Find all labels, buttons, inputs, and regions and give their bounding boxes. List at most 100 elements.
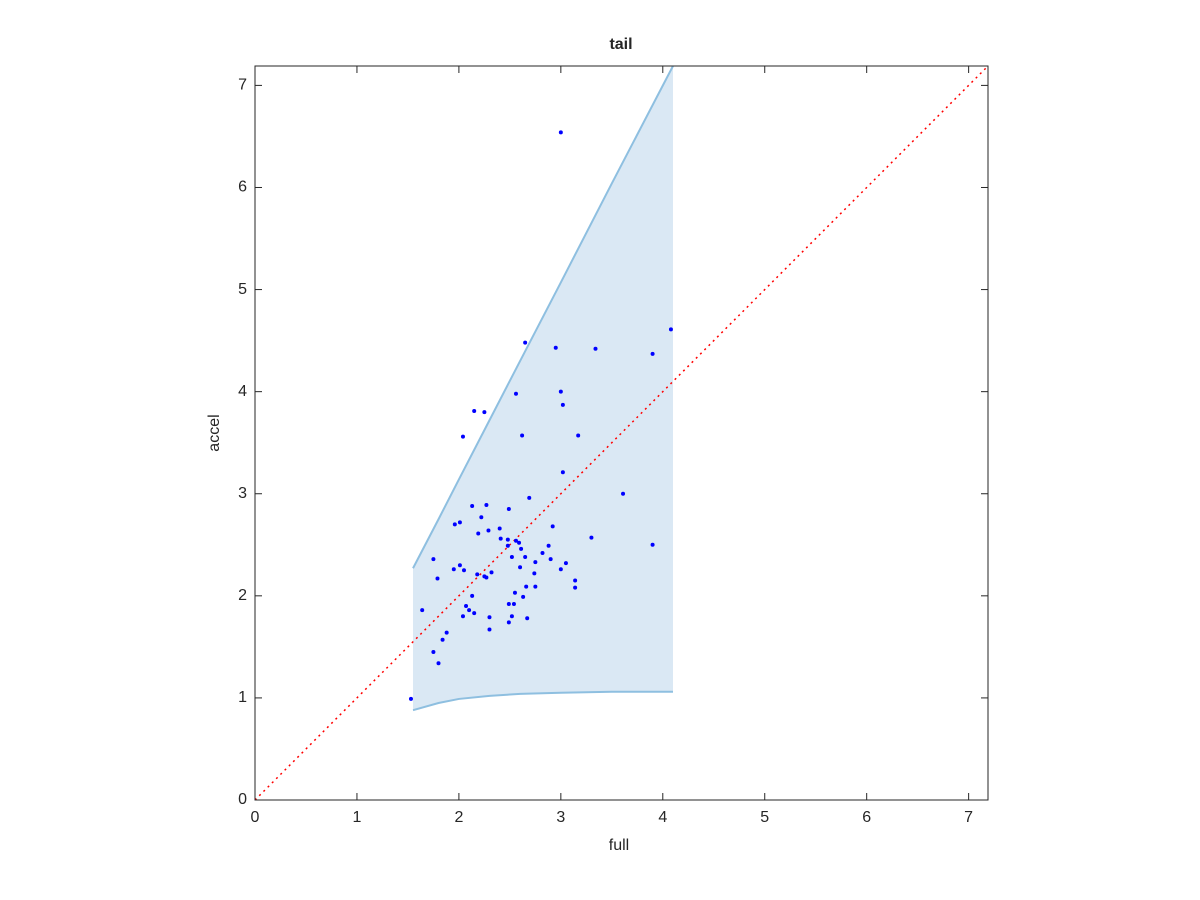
point: [470, 503, 475, 508]
point: [470, 593, 475, 598]
point: [576, 433, 581, 438]
point: [431, 557, 436, 562]
point: [460, 434, 465, 439]
y-tick-label: 2: [238, 587, 247, 604]
point: [460, 614, 465, 619]
point: [523, 340, 528, 345]
point: [540, 550, 545, 555]
x-tick-label: 0: [251, 809, 260, 826]
y-tick-label: 1: [238, 689, 247, 706]
point: [650, 542, 655, 547]
point: [487, 627, 492, 632]
point: [505, 543, 510, 548]
point: [440, 637, 445, 642]
point: [452, 522, 457, 527]
point: [484, 575, 489, 580]
point: [553, 345, 558, 350]
point: [525, 616, 530, 621]
point: [573, 578, 578, 583]
point: [408, 696, 413, 701]
point: [548, 557, 553, 562]
point: [558, 389, 563, 394]
point: [558, 567, 563, 572]
point: [489, 570, 494, 575]
x-tick-label: 7: [964, 809, 973, 826]
x-tick-label: 5: [760, 809, 769, 826]
point: [546, 543, 551, 548]
point: [532, 571, 537, 576]
y-tick-label: 4: [238, 383, 247, 400]
point: [593, 346, 598, 351]
point: [479, 515, 484, 520]
point: [464, 604, 469, 609]
x-tick-label: 2: [454, 809, 463, 826]
x-tick-label: 4: [658, 809, 667, 826]
point: [621, 491, 626, 496]
point: [436, 661, 441, 666]
point: [521, 594, 526, 599]
point: [506, 620, 511, 625]
point: [563, 561, 568, 566]
point: [420, 608, 425, 613]
point: [511, 601, 516, 606]
point: [527, 495, 532, 500]
diagonal-line: [254, 65, 989, 801]
y-tick-label: 5: [238, 281, 247, 298]
point: [506, 601, 511, 606]
y-tick-label: 7: [238, 77, 247, 94]
point: [520, 433, 525, 438]
band-upper: [412, 65, 674, 569]
point: [533, 584, 538, 589]
point: [509, 555, 514, 560]
axes-box: [254, 65, 989, 801]
point: [589, 535, 594, 540]
point: [472, 409, 477, 414]
point: [518, 565, 523, 570]
point: [486, 528, 491, 533]
point: [506, 507, 511, 512]
band-lower: [412, 690, 673, 712]
band-area: [413, 66, 673, 711]
point: [484, 502, 489, 507]
point: [435, 576, 440, 581]
point: [482, 410, 487, 415]
point: [650, 351, 655, 356]
point: [461, 568, 466, 573]
point: [523, 555, 528, 560]
point: [497, 526, 502, 531]
point: [513, 391, 518, 396]
x-axis-label: full: [609, 837, 629, 854]
point: [560, 402, 565, 407]
point: [519, 546, 524, 551]
point: [513, 538, 518, 543]
point: [512, 590, 517, 595]
point: [573, 585, 578, 590]
point: [476, 531, 481, 536]
point: [457, 563, 462, 568]
y-axis-label: accel: [206, 414, 223, 451]
point: [472, 611, 477, 616]
x-tick-label: 3: [556, 809, 565, 826]
point: [509, 614, 514, 619]
y-tick-label: 6: [238, 179, 247, 196]
x-tick-label: 6: [862, 809, 871, 826]
chart-title: tail: [609, 36, 632, 53]
point: [451, 567, 456, 572]
point: [524, 584, 529, 589]
point: [444, 630, 449, 635]
point: [457, 520, 462, 525]
point: [487, 615, 492, 620]
point: [505, 537, 510, 542]
point: [467, 608, 472, 613]
point: [550, 524, 555, 529]
point: [560, 470, 565, 475]
point: [475, 572, 480, 577]
point: [498, 536, 503, 541]
point: [533, 560, 538, 565]
point: [431, 649, 436, 654]
x-tick-label: 1: [352, 809, 361, 826]
point: [668, 327, 673, 332]
point: [517, 540, 522, 545]
